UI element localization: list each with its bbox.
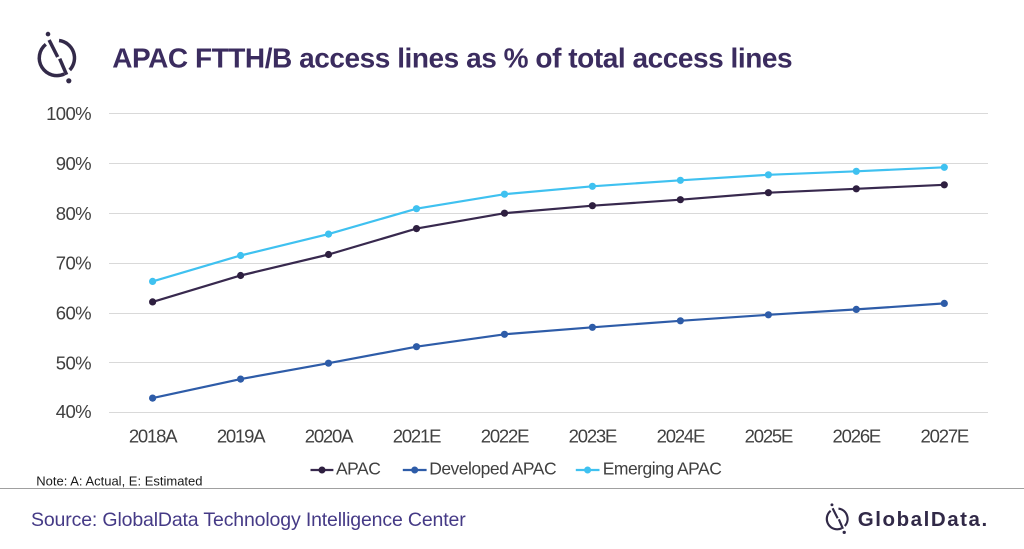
svg-text:50%: 50% — [56, 352, 91, 373]
svg-text:80%: 80% — [56, 203, 91, 224]
svg-text:APAC FTTH/B access lines as %: APAC FTTH/B access lines as % of total a… — [112, 43, 792, 74]
svg-text:40%: 40% — [56, 401, 91, 422]
svg-text:Source: GlobalData Technology: Source: GlobalData Technology Intelligen… — [31, 509, 466, 531]
svg-text:APAC: APAC — [336, 459, 380, 479]
svg-text:2019A: 2019A — [217, 425, 266, 446]
svg-text:100%: 100% — [46, 103, 91, 124]
svg-text:2025E: 2025E — [745, 425, 793, 446]
svg-text:Emerging APAC: Emerging APAC — [603, 459, 722, 479]
svg-text:GlobalData.: GlobalData. — [858, 508, 989, 531]
svg-text:2022E: 2022E — [481, 425, 529, 446]
svg-text:2020A: 2020A — [305, 425, 354, 446]
svg-text:90%: 90% — [56, 153, 91, 174]
svg-text:2024E: 2024E — [657, 425, 705, 446]
svg-text:70%: 70% — [56, 253, 91, 274]
svg-text:2023E: 2023E — [569, 425, 617, 446]
svg-text:2018A: 2018A — [129, 425, 178, 446]
svg-text:2027E: 2027E — [921, 425, 969, 446]
svg-text:60%: 60% — [56, 303, 91, 324]
svg-text:Note: A: Actual, E: Estimated: Note: A: Actual, E: Estimated — [36, 473, 202, 488]
svg-text:Developed APAC: Developed APAC — [429, 459, 556, 479]
svg-text:2021E: 2021E — [393, 425, 441, 446]
svg-text:2026E: 2026E — [833, 425, 881, 446]
